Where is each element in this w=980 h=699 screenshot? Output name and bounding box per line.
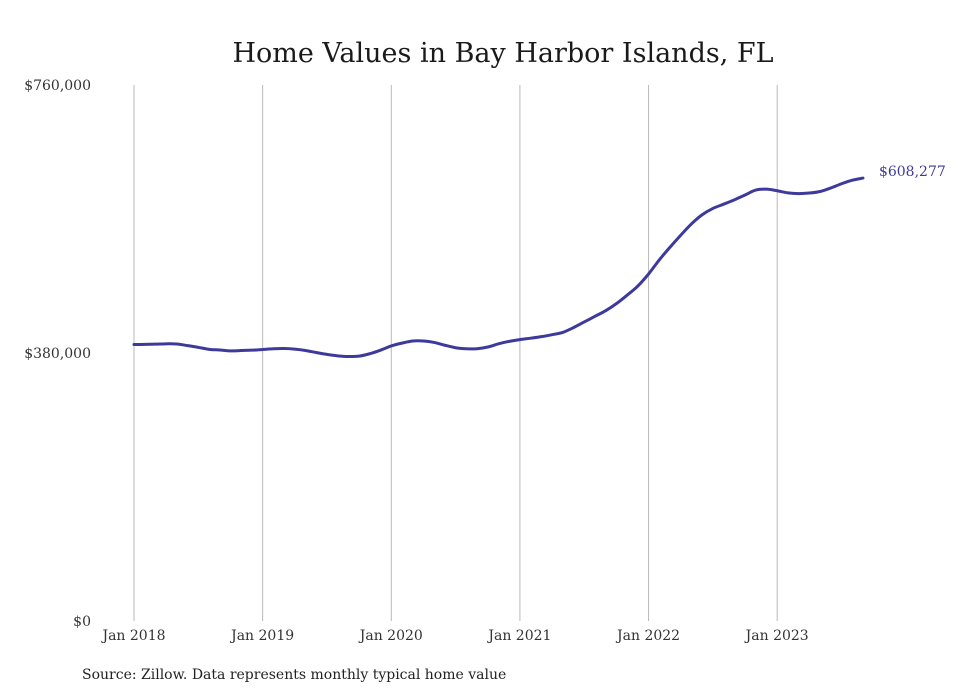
chart-title: Home Values in Bay Harbor Islands, FL (232, 38, 773, 69)
x-axis-tick-labels: Jan 2018 Jan 2019 Jan 2020 Jan 2021 Jan 2022… (100, 628, 808, 644)
gridlines (133, 85, 778, 621)
y-tick-label-0: $0 (73, 614, 91, 630)
x-tick-label-0: Jan 2018 (100, 628, 165, 644)
y-tick-label-1: $380,000 (24, 346, 91, 362)
y-tick-label-2: $760,000 (24, 78, 91, 94)
x-tick-label-4: Jan 2022 (615, 628, 680, 644)
source-note: Source: Zillow. Data represents monthly … (82, 667, 507, 683)
series-line-0 (132, 176, 865, 359)
series-group (132, 176, 865, 359)
x-tick-label-1: Jan 2019 (229, 628, 294, 644)
x-tick-label-3: Jan 2021 (486, 628, 551, 644)
x-tick-label-5: Jan 2023 (744, 628, 809, 644)
x-tick-label-2: Jan 2020 (358, 628, 423, 644)
y-axis-tick-labels: $0 $380,000 $760,000 (24, 78, 91, 630)
end-value-label: $608,277 (879, 164, 946, 180)
line-chart: Home Values in Bay Harbor Islands, FL $0… (24, 38, 946, 644)
